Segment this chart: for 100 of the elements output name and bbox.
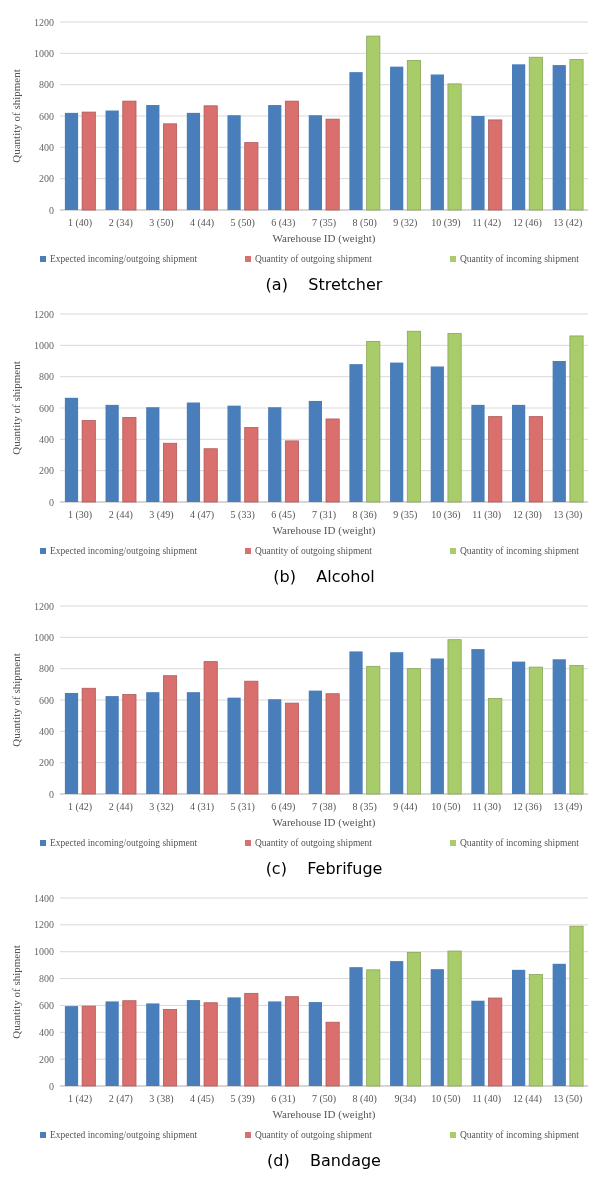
y-tick-label: 400 xyxy=(39,725,54,737)
x-tick-label: 10 (36) xyxy=(431,509,461,521)
y-tick-label: 1000 xyxy=(34,339,54,351)
bar xyxy=(471,649,485,794)
x-tick-label: 11 (30) xyxy=(472,801,501,813)
bar xyxy=(488,119,503,211)
x-tick-label: 3 (38) xyxy=(149,1093,174,1105)
y-tick-label: 0 xyxy=(49,204,54,216)
text: (a) Stretcher xyxy=(265,275,383,294)
legend-label: Quantity of outgoing shipment xyxy=(255,546,373,556)
bar xyxy=(325,693,340,795)
legend-label: Expected incoming/outgoing shipment xyxy=(50,546,198,556)
bar xyxy=(488,416,503,503)
bar xyxy=(406,668,421,795)
bar xyxy=(552,361,566,502)
bar xyxy=(268,105,282,210)
bar xyxy=(146,105,160,210)
bar xyxy=(471,404,485,502)
bar xyxy=(203,661,218,795)
x-tick-label: 10 (50) xyxy=(431,801,461,813)
text: (c) Febrifuge xyxy=(265,859,383,878)
bar xyxy=(325,118,340,211)
bar xyxy=(244,680,259,795)
x-tick-label: 7 (38) xyxy=(311,801,337,813)
bar xyxy=(186,402,201,502)
bar xyxy=(349,72,363,210)
x-tick-label: 8 (35) xyxy=(352,801,377,813)
x-tick-label: 9 (35) xyxy=(393,509,418,521)
y-tick-label: 600 xyxy=(39,110,54,122)
bar xyxy=(122,1000,137,1087)
y-tick-label: 1200 xyxy=(34,16,54,28)
bar xyxy=(163,123,178,211)
x-tick-label: 1 (40) xyxy=(68,217,93,229)
x-tick-label: 13 (49) xyxy=(553,801,583,813)
x-tick-label: 3 (49) xyxy=(149,509,174,521)
bar xyxy=(552,963,566,1086)
x-tick-label: 8 (50) xyxy=(352,217,377,229)
x-tick-label: 2 (44) xyxy=(108,801,133,813)
x-tick-label: 9 (32) xyxy=(393,217,418,229)
bar xyxy=(268,407,282,502)
x-tick-label: 12 (36) xyxy=(512,801,542,813)
bar xyxy=(122,100,137,211)
x-tick-label: 5 (50) xyxy=(230,217,255,229)
bar xyxy=(390,66,404,210)
x-tick-label: 12 (46) xyxy=(512,217,542,229)
bar xyxy=(64,112,79,210)
x-tick-label: 13 (42) xyxy=(553,217,583,229)
y-tick-label: 600 xyxy=(39,694,54,706)
y-tick-label: 800 xyxy=(39,663,54,675)
y-axis-title: Quantity of shipment xyxy=(10,361,22,455)
x-tick-label: 8 (40) xyxy=(352,1093,377,1105)
bar xyxy=(406,330,421,503)
bar xyxy=(308,115,322,210)
legend-label: Quantity of outgoing shipment xyxy=(255,1130,373,1140)
y-tick-label: 1000 xyxy=(34,47,54,59)
x-tick-label: 4 (47) xyxy=(189,509,215,521)
bar xyxy=(244,427,259,503)
bar xyxy=(146,407,160,502)
bar xyxy=(349,364,363,502)
y-axis-title: Quantity of shipment xyxy=(10,945,22,1039)
y-tick-label: 1400 xyxy=(34,892,54,904)
legend-label: Expected incoming/outgoing shipment xyxy=(50,838,198,848)
bar xyxy=(552,65,566,210)
bar xyxy=(64,397,79,502)
bar xyxy=(406,951,421,1087)
x-tick-label: 6 (49) xyxy=(271,801,296,813)
x-tick-label: 2 (34) xyxy=(108,217,133,229)
x-tick-label: 13 (30) xyxy=(553,509,583,521)
legend-label: Quantity of incoming shipment xyxy=(460,546,580,556)
x-tick-label: 6 (31) xyxy=(271,1093,296,1105)
bar xyxy=(366,969,381,1087)
x-tick-label: 9(34) xyxy=(394,1093,417,1105)
y-tick-label: 800 xyxy=(39,371,54,383)
bar xyxy=(163,442,178,503)
y-tick-label: 400 xyxy=(39,141,54,153)
bar xyxy=(488,997,503,1087)
bar xyxy=(511,404,526,502)
x-tick-label: 13 (50) xyxy=(553,1093,583,1105)
bar xyxy=(203,1002,218,1087)
y-tick-label: 1200 xyxy=(34,919,54,931)
bar xyxy=(146,692,160,794)
x-tick-label: 1 (42) xyxy=(68,801,93,813)
y-tick-label: 1000 xyxy=(34,946,54,958)
bar xyxy=(430,969,444,1086)
x-tick-label: 7 (50) xyxy=(311,1093,337,1105)
bar xyxy=(122,417,137,503)
bar xyxy=(325,1021,340,1087)
x-tick-label: 8 (36) xyxy=(352,509,377,521)
bar xyxy=(284,440,299,503)
bar xyxy=(447,83,462,211)
bar xyxy=(64,692,79,794)
legend-label: Quantity of outgoing shipment xyxy=(255,838,373,848)
bar xyxy=(64,1006,79,1086)
x-tick-label: 5 (33) xyxy=(230,509,255,521)
bar xyxy=(105,1001,119,1086)
x-tick-label: 4 (44) xyxy=(189,217,215,229)
y-tick-label: 600 xyxy=(39,402,54,414)
text: (d) Bandage xyxy=(267,1151,381,1170)
bar xyxy=(390,652,404,794)
bar xyxy=(366,341,381,503)
